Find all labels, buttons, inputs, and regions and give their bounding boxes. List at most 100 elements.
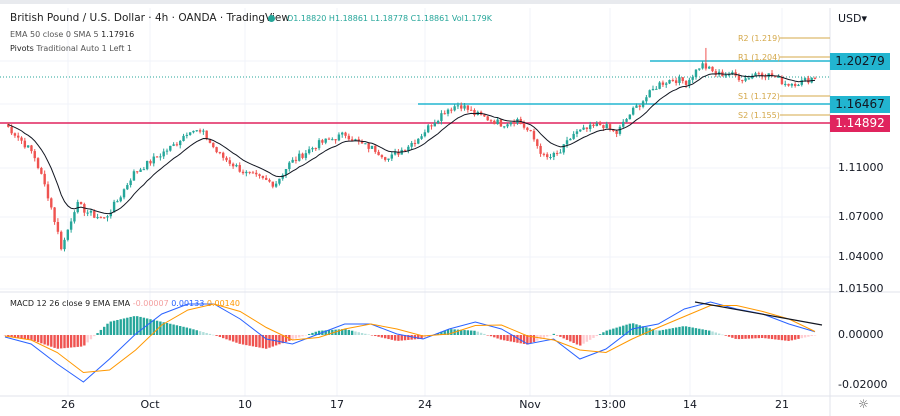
pivots-params: Traditional Auto 1 Left 1	[36, 44, 132, 53]
macd-histogram-bar	[562, 335, 565, 339]
macd-histogram-bar	[264, 335, 268, 349]
macd-histogram-bar	[770, 335, 774, 340]
price-tick: 1.07000	[838, 210, 884, 223]
macd-histogram-bar	[750, 335, 754, 339]
macd-histogram-bar	[473, 330, 476, 335]
macd-histogram-bar	[145, 318, 149, 335]
candle	[380, 155, 384, 158]
macd-histogram-bar	[780, 335, 784, 341]
macd-histogram-bar	[592, 335, 595, 338]
macd-histogram-bar	[731, 335, 734, 338]
candle	[152, 156, 155, 164]
candle	[463, 105, 466, 109]
candle	[208, 139, 212, 143]
candle	[466, 105, 470, 110]
macd-signal-line	[4, 303, 816, 374]
candle	[641, 101, 645, 107]
macd-histogram-bar	[136, 316, 139, 335]
candle	[298, 153, 301, 161]
macd-histogram-bar	[73, 335, 76, 348]
macd-histogram-bar	[436, 333, 440, 335]
macd-histogram-bar	[126, 317, 129, 335]
macd-histogram-bar	[149, 319, 152, 335]
candle	[579, 129, 582, 132]
currency-selector[interactable]: USD▾	[838, 12, 867, 25]
price-tick: 1.11000	[838, 161, 884, 174]
ema-value: 1.17916	[101, 30, 135, 39]
macd-legend[interactable]: MACD 12 26 close 9 EMA EMA -0.00007 0.00…	[10, 299, 240, 308]
macd-histogram-bar	[3, 335, 7, 337]
candle	[450, 109, 453, 111]
macd-histogram-bar	[757, 335, 760, 339]
candle	[384, 157, 387, 160]
macd-histogram-bar	[499, 335, 503, 340]
candle	[493, 120, 496, 125]
macd-histogram-bar	[235, 335, 238, 343]
candle	[413, 142, 417, 144]
macd-histogram-bar	[598, 334, 602, 335]
macd-histogram-bar	[516, 335, 519, 343]
macd-histogram-bar	[384, 335, 387, 339]
candle	[46, 184, 50, 199]
candle	[645, 97, 648, 102]
macd-line	[4, 301, 816, 383]
candle	[678, 77, 681, 83]
macd-histogram-bar	[760, 335, 764, 339]
macd-histogram-bar	[182, 326, 185, 335]
candle	[317, 140, 321, 149]
candle	[615, 131, 618, 134]
candle	[33, 151, 36, 159]
macd-hist-value: -0.00007	[132, 299, 169, 308]
ema-legend[interactable]: EMA 50 close 0 SMA 5 1.17916	[10, 30, 134, 39]
candle	[387, 158, 390, 160]
candle	[569, 138, 572, 141]
settings-gear-icon[interactable]: ☼	[858, 397, 869, 411]
macd-histogram-bar	[714, 332, 718, 335]
candle	[433, 123, 436, 127]
candle	[651, 88, 655, 91]
candle	[99, 217, 103, 219]
ema-50-line	[8, 73, 816, 215]
macd-histogram-bar	[258, 335, 261, 348]
chart-title: British Pound / U.S. Dollar · 4h · OANDA…	[10, 12, 290, 24]
macd-histogram-bar	[612, 328, 615, 335]
candle	[106, 216, 109, 218]
macd-histogram-bar	[192, 329, 195, 335]
macd-histogram-bar	[744, 335, 747, 339]
candle	[512, 122, 516, 124]
macd-histogram-bar	[665, 329, 668, 335]
macd-histogram-bar	[248, 335, 251, 346]
time-tick: 17	[330, 398, 344, 411]
candle	[222, 152, 225, 158]
macd-histogram-bar	[165, 323, 169, 335]
macd-histogram-bar	[635, 324, 638, 335]
macd-histogram-bar	[575, 335, 579, 345]
macd-histogram-bar	[311, 332, 314, 335]
macd-histogram-bar	[602, 332, 605, 335]
candle	[86, 212, 89, 214]
candle	[585, 127, 589, 129]
candle	[522, 123, 526, 128]
candle	[185, 134, 189, 136]
candle	[93, 210, 96, 218]
candle	[66, 229, 70, 240]
candle	[539, 145, 542, 154]
chart-canvas[interactable]	[0, 4, 900, 416]
macd-histogram-bar	[582, 335, 585, 344]
macd-histogram-bar	[595, 335, 598, 337]
candle	[407, 146, 410, 151]
pivots-legend[interactable]: Pivots Traditional Auto 1 Left 1	[10, 44, 132, 53]
macd-histogram-bar	[36, 335, 40, 343]
candle	[215, 147, 218, 153]
candle	[255, 172, 258, 175]
candle	[582, 127, 585, 130]
candle	[618, 126, 622, 134]
macd-histogram-bar	[546, 335, 549, 337]
candle	[503, 126, 506, 128]
candle	[757, 73, 760, 75]
macd-histogram-bar	[294, 335, 298, 339]
candle	[747, 78, 751, 80]
macd-histogram-bar	[10, 335, 13, 338]
macd-histogram-bar	[155, 320, 159, 335]
